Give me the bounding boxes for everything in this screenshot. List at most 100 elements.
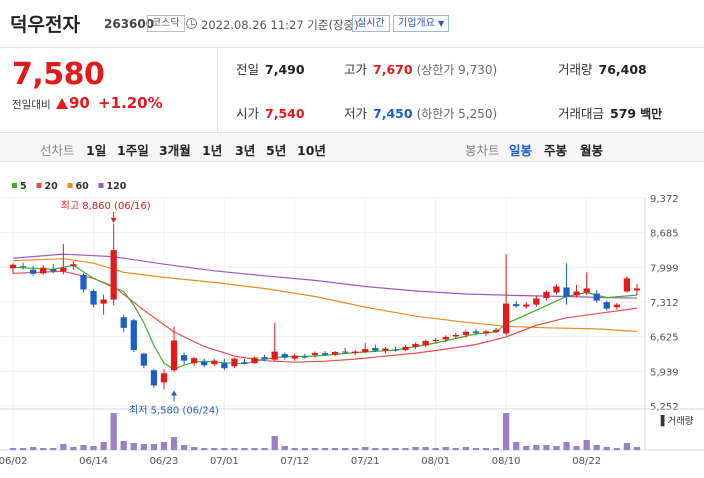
- y-tick-label: 5,252: [650, 402, 679, 413]
- candle-body: [70, 264, 77, 267]
- candle-body: [110, 250, 117, 300]
- stat-label: 시가: [236, 106, 260, 121]
- candle-body: [231, 358, 238, 367]
- x-tick-label: 08/01: [421, 456, 450, 467]
- x-tick-label: 06/14: [79, 456, 108, 467]
- x-tick-label: 07/21: [351, 456, 380, 467]
- volume-bar: [553, 446, 560, 450]
- candle-body: [301, 356, 308, 358]
- period-10y[interactable]: 10년: [297, 143, 326, 158]
- stat-low: 저가 7,450 (하한가 5,250): [344, 103, 497, 122]
- x-tick-label: 06/02: [0, 456, 27, 467]
- volume-bar: [160, 442, 168, 450]
- candle-body: [90, 290, 97, 305]
- volume-bar: [100, 442, 107, 450]
- volume-bar: [50, 448, 57, 450]
- change-amount: 90: [69, 94, 90, 112]
- stat-prev-close: 전일 7,490: [236, 59, 305, 78]
- candle-body: [211, 360, 218, 365]
- volume-bar: [603, 447, 610, 450]
- candle-body: [281, 354, 288, 358]
- candle-body: [513, 304, 520, 307]
- period-1y[interactable]: 1년: [202, 143, 223, 158]
- volume-bar: [201, 448, 208, 450]
- candle-body: [342, 351, 349, 353]
- candle-body: [261, 357, 268, 360]
- volume-bar: [492, 448, 500, 450]
- stat-value: 7,490: [265, 62, 305, 77]
- volume-bar: [120, 441, 127, 450]
- price-stats: 전일 7,490 고가 7,670 (상한가 9,730) 거래량 76,408 시가 7…: [218, 48, 704, 132]
- high-arrow-head: [110, 217, 117, 223]
- candle-weekly[interactable]: 주봉: [544, 143, 568, 158]
- y-tick-label: 8,685: [650, 229, 679, 240]
- candle-body: [543, 292, 550, 299]
- volume-bar: [191, 447, 198, 450]
- current-price: 7,580: [12, 57, 105, 92]
- candle-body: [19, 266, 27, 268]
- candle-body: [60, 267, 67, 272]
- volume-bar: [110, 413, 117, 450]
- candle-body: [402, 347, 409, 351]
- candle-monthly[interactable]: 월봉: [580, 143, 604, 158]
- legend-swatch: [12, 183, 17, 188]
- period-3m[interactable]: 3개월: [159, 143, 191, 158]
- candle-body: [40, 267, 47, 274]
- legend-swatch: [67, 183, 73, 188]
- volume-label: ▐ 거래량: [657, 415, 694, 427]
- company-overview-dropdown[interactable]: 기업개요 ▼: [393, 15, 450, 32]
- period-3y[interactable]: 3년: [235, 143, 256, 158]
- stat-label: 저가: [344, 106, 368, 121]
- volume-bar: [563, 442, 570, 450]
- volume-bar: [633, 447, 641, 450]
- legend-label: 60: [76, 181, 90, 192]
- candle-body: [442, 336, 449, 340]
- stat-label: 거래대금: [558, 106, 605, 121]
- x-tick-label: 07/01: [210, 456, 239, 467]
- candle-body: [523, 304, 530, 307]
- candle-daily[interactable]: 일봉: [509, 143, 533, 158]
- volume-bar: [271, 436, 278, 450]
- ma120-line: [12, 253, 638, 299]
- candle-body: [503, 303, 510, 334]
- candle-body: [180, 355, 188, 361]
- candlestick-chart-area: 5 20 60 120 9,372 8,685 7,999 7,312 6,625 5,939 5,…: [0, 162, 704, 475]
- volume-bar: [503, 413, 510, 450]
- candle-body: [633, 288, 641, 291]
- stat-label: 전일: [236, 62, 260, 77]
- candle-body: [362, 349, 369, 353]
- y-tick-label: 7,999: [650, 263, 679, 274]
- stat-value: 7,450: [373, 106, 413, 121]
- up-triangle-icon: [56, 98, 68, 109]
- volume-bar: [170, 437, 178, 450]
- period-1w[interactable]: 1주일: [117, 143, 149, 158]
- candle-body: [100, 299, 107, 304]
- volume-bar: [281, 446, 288, 450]
- volume-bar: [211, 448, 218, 450]
- amount-unit: 백만: [640, 107, 663, 121]
- stat-value: 7,670: [373, 62, 413, 77]
- stat-open: 시가 7,540: [236, 103, 305, 122]
- candle-body: [573, 291, 580, 296]
- candle-body: [372, 348, 379, 351]
- candle-body: [271, 351, 278, 360]
- lower-limit: (하한가 5,250): [416, 107, 498, 121]
- period-5y[interactable]: 5년: [266, 143, 287, 158]
- low-annotation: 최저 5,580 (06/24): [129, 404, 219, 416]
- volume-bar: [150, 444, 158, 450]
- realtime-button[interactable]: 실시간: [352, 15, 390, 32]
- volume-bar: [523, 446, 530, 450]
- volume-bar: [342, 448, 349, 450]
- candle-body: [331, 352, 339, 355]
- candle-body: [241, 362, 248, 364]
- change-rate: +1.20%: [98, 94, 163, 112]
- volume-bar: [583, 440, 590, 450]
- candle-body: [462, 331, 470, 335]
- candle-body: [50, 269, 57, 272]
- period-1d[interactable]: 1일: [86, 143, 107, 158]
- stat-high: 고가 7,670 (상한가 9,730): [344, 59, 497, 78]
- volume-bar: [623, 443, 631, 450]
- candle-body: [563, 287, 570, 297]
- stat-value: 579: [610, 106, 637, 121]
- y-tick-label: 5,939: [650, 367, 679, 378]
